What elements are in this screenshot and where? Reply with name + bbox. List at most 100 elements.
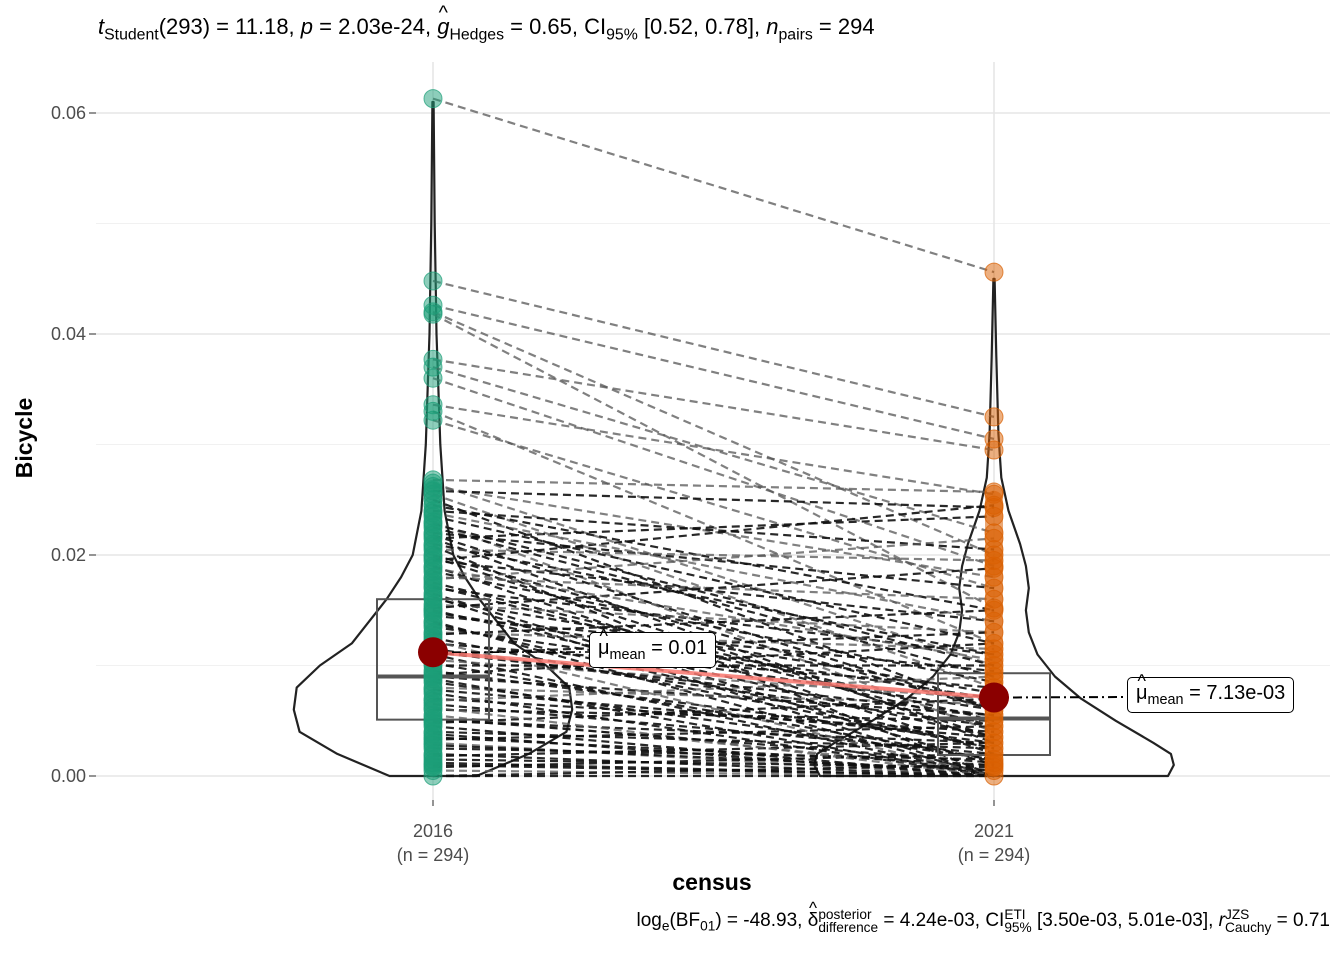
df: (293) xyxy=(158,14,211,39)
pair-line xyxy=(432,706,995,778)
pair-line xyxy=(432,567,995,610)
pair-line xyxy=(432,576,995,601)
data-point xyxy=(984,528,1004,548)
pair-line xyxy=(432,675,995,717)
n-sub: pairs xyxy=(778,26,813,44)
data-point xyxy=(984,753,1004,773)
pair-line xyxy=(432,622,995,750)
data-points xyxy=(423,89,1004,786)
pair-line xyxy=(432,515,995,540)
data-point xyxy=(423,304,443,324)
delta-sub: difference xyxy=(818,920,879,935)
pair-line xyxy=(432,651,995,717)
bf-value: ) = -48.93, xyxy=(715,909,808,931)
mean-point-2021 xyxy=(979,682,1009,713)
data-point xyxy=(984,558,1004,578)
mean-value: = 0.01 xyxy=(645,637,708,659)
y-tick-label: 0.06 xyxy=(51,103,86,123)
ci-label: CI xyxy=(584,14,607,39)
pair-line xyxy=(432,358,995,452)
pair-line xyxy=(432,730,995,750)
mean-label-leader xyxy=(993,696,1128,699)
pair-line xyxy=(432,636,995,750)
pair-line xyxy=(432,279,995,418)
pair-line xyxy=(432,537,995,581)
pair-line xyxy=(432,598,995,695)
pair-line xyxy=(432,758,995,769)
mu-sub: mean xyxy=(609,647,646,664)
mean-connector xyxy=(432,650,995,700)
pair-line xyxy=(432,419,995,590)
data-point xyxy=(984,495,1004,515)
data-point xyxy=(423,89,443,109)
pair-line xyxy=(432,603,995,634)
pair-line xyxy=(432,611,995,700)
pair-line xyxy=(432,743,995,772)
pair-line xyxy=(432,677,995,778)
g-label: g xyxy=(437,2,450,40)
data-point xyxy=(423,271,443,291)
pair-line xyxy=(432,482,995,667)
pair-line xyxy=(432,587,995,656)
x-tick-label: 2016 xyxy=(413,821,453,841)
pair-line xyxy=(432,741,995,758)
pair-line xyxy=(432,403,995,496)
chart-title: tStudent(293) = 11.18, p = 2.03e-24, gHe… xyxy=(98,2,875,45)
pair-line xyxy=(432,662,995,761)
pair-line xyxy=(432,509,995,551)
pair-line xyxy=(432,763,995,778)
ci-value-sub: [3.50e-03, 5.01e-03], xyxy=(1031,909,1219,931)
r-value: = 0.71 xyxy=(1271,909,1330,931)
mean-label-2021: μmean = 7.13e-03 xyxy=(1127,671,1295,714)
t-label: t xyxy=(98,14,105,39)
pair-line xyxy=(432,531,995,590)
r-sub: Cauchy xyxy=(1225,920,1272,935)
pair-line xyxy=(432,511,995,623)
x-axis-title: census xyxy=(672,869,751,895)
pair-line xyxy=(432,556,995,739)
pair-line xyxy=(432,592,995,767)
pair-line xyxy=(432,377,995,568)
pair-line xyxy=(432,686,995,706)
data-point xyxy=(423,368,443,388)
pair-line xyxy=(432,489,995,509)
pair-line xyxy=(432,504,995,562)
x-tick-label: 2021 xyxy=(974,821,1014,841)
pair-line xyxy=(432,620,995,778)
data-point xyxy=(423,753,443,773)
pair-line xyxy=(432,498,995,711)
ci-sub2: 95% xyxy=(1004,920,1032,935)
p-value: = 2.03e-24, xyxy=(313,14,438,39)
data-point xyxy=(984,262,1004,282)
pair-line xyxy=(432,719,995,744)
y-tick-label: 0.02 xyxy=(51,545,86,565)
data-point xyxy=(423,680,443,700)
n-label: n xyxy=(766,14,779,39)
n-value: = 294 xyxy=(812,14,875,39)
data-point xyxy=(423,614,443,634)
ci-sub: 95% xyxy=(606,26,638,44)
data-point xyxy=(984,650,1004,670)
p-label: p xyxy=(300,14,314,39)
pair-line xyxy=(432,478,995,494)
bf-sub: 01 xyxy=(700,918,716,934)
pair-line xyxy=(432,708,995,722)
pair-line xyxy=(432,366,995,534)
ci-value: [0.52, 0.78], xyxy=(637,14,767,39)
axes: 0.00 0.02 0.04 0.06 2016 (n = 294) 2021 (n = 29… xyxy=(11,103,1030,895)
pair-line xyxy=(432,567,995,662)
delta-label: δ xyxy=(808,899,819,932)
pair-line xyxy=(432,534,995,711)
pair-line xyxy=(432,625,995,711)
log-label: log xyxy=(636,909,662,931)
data-point xyxy=(423,410,443,430)
x-tick-count: (n = 294) xyxy=(397,845,470,865)
y-tick-label: 0.04 xyxy=(51,324,86,344)
r-label: r xyxy=(1218,909,1225,931)
data-point xyxy=(423,735,443,755)
g-sub: Hedges xyxy=(449,26,504,44)
pair-line xyxy=(432,761,995,778)
pair-line xyxy=(432,515,995,645)
mean-point-2016 xyxy=(418,637,448,668)
mean-value: = 7.13e-03 xyxy=(1183,682,1286,704)
